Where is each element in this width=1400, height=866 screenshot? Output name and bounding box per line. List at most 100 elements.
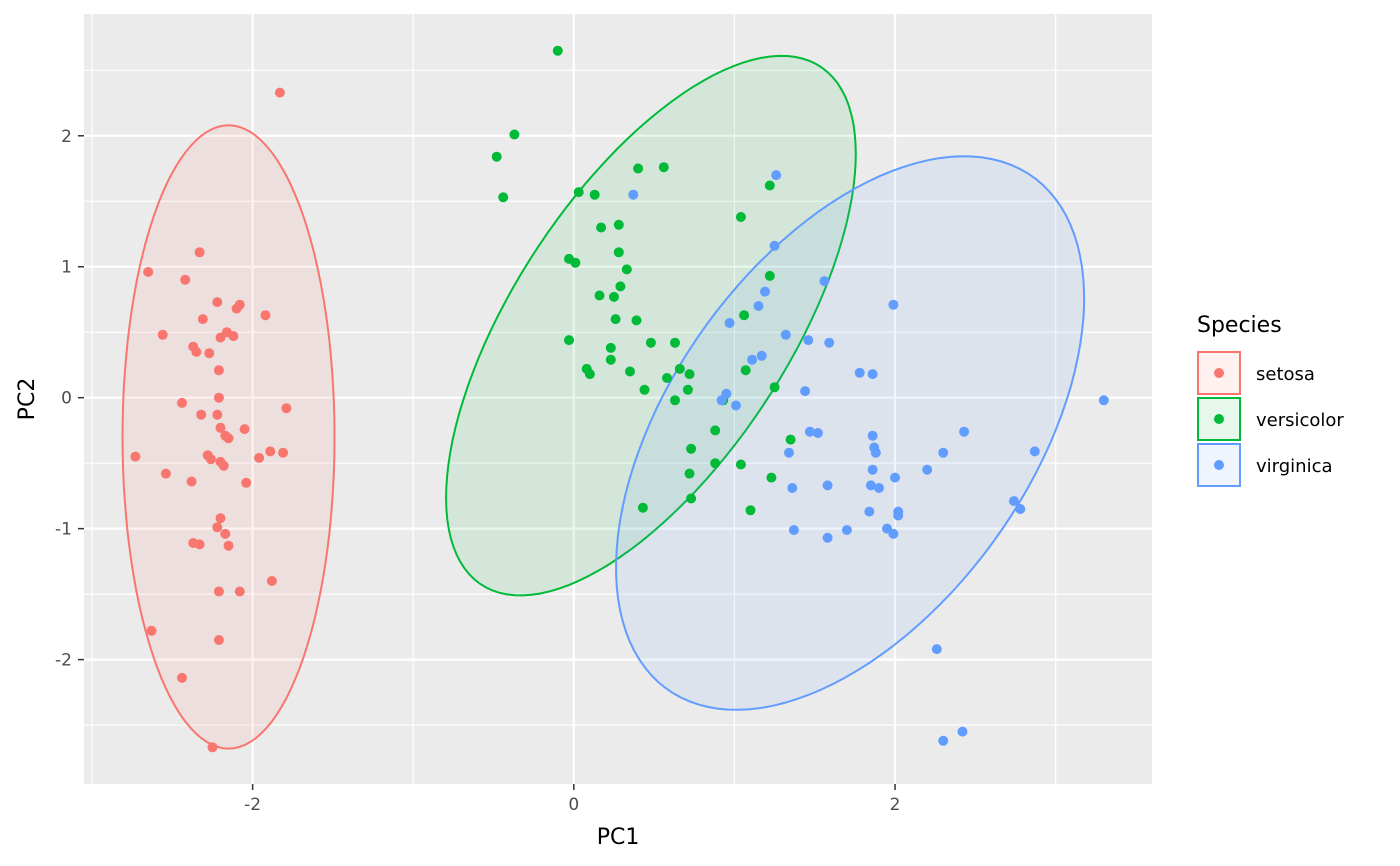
y-tick-label: -1 bbox=[55, 520, 72, 540]
point-setosa bbox=[234, 586, 245, 597]
point-versicolor bbox=[710, 458, 721, 469]
legend-item-versicolor: versicolor bbox=[1197, 397, 1344, 441]
data-points bbox=[130, 45, 1109, 753]
point-setosa bbox=[266, 576, 277, 586]
point-virginica bbox=[760, 286, 770, 297]
point-setosa bbox=[157, 329, 168, 340]
point-versicolor bbox=[594, 290, 605, 301]
point-virginica bbox=[865, 480, 876, 491]
point-virginica bbox=[938, 735, 949, 746]
legend-dot-versicolor bbox=[1214, 414, 1224, 424]
point-virginica bbox=[841, 525, 852, 535]
point-versicolor bbox=[662, 373, 672, 383]
point-versicolor bbox=[552, 45, 563, 56]
point-virginica bbox=[864, 506, 875, 517]
point-setosa bbox=[191, 346, 202, 357]
point-versicolor bbox=[766, 472, 777, 483]
point-versicolor bbox=[613, 247, 624, 258]
point-versicolor bbox=[633, 163, 644, 174]
legend-label-setosa: setosa bbox=[1256, 364, 1315, 385]
point-versicolor bbox=[674, 363, 685, 374]
x-tick-label: 0 bbox=[568, 795, 579, 815]
point-versicolor bbox=[509, 129, 520, 140]
y-tick-label: 0 bbox=[61, 389, 72, 409]
point-setosa bbox=[241, 477, 252, 488]
point-virginica bbox=[812, 428, 823, 438]
point-setosa bbox=[223, 433, 234, 444]
point-virginica bbox=[888, 528, 899, 539]
legend-dot-virginica bbox=[1214, 460, 1224, 470]
point-versicolor bbox=[684, 369, 695, 380]
point-virginica bbox=[803, 335, 814, 346]
point-setosa bbox=[215, 422, 226, 433]
point-versicolor bbox=[596, 222, 607, 233]
point-virginica bbox=[867, 464, 878, 475]
point-virginica bbox=[867, 430, 878, 441]
point-virginica bbox=[731, 400, 741, 411]
point-versicolor bbox=[740, 365, 751, 376]
point-setosa bbox=[213, 635, 224, 645]
point-virginica bbox=[870, 447, 881, 458]
point-versicolor bbox=[631, 315, 642, 326]
point-setosa bbox=[130, 451, 141, 462]
point-versicolor bbox=[605, 354, 616, 365]
point-setosa bbox=[213, 365, 224, 376]
x-axis: -2 0 2 bbox=[244, 784, 900, 815]
point-versicolor bbox=[615, 281, 626, 292]
point-setosa bbox=[228, 331, 239, 342]
point-virginica bbox=[747, 354, 758, 365]
point-versicolor bbox=[573, 187, 584, 198]
legend-title: Species bbox=[1197, 313, 1282, 338]
y-axis-title: PC2 bbox=[15, 378, 40, 421]
point-virginica bbox=[1008, 496, 1019, 507]
point-setosa bbox=[177, 672, 187, 683]
point-setosa bbox=[194, 247, 205, 258]
point-versicolor bbox=[735, 212, 746, 222]
point-versicolor bbox=[684, 468, 695, 479]
point-versicolor bbox=[670, 395, 680, 406]
point-setosa bbox=[180, 274, 191, 285]
point-versicolor bbox=[589, 189, 600, 200]
point-setosa bbox=[278, 447, 289, 458]
point-versicolor bbox=[739, 310, 750, 321]
point-versicolor bbox=[710, 425, 721, 436]
point-setosa bbox=[207, 742, 218, 753]
point-virginica bbox=[1098, 395, 1109, 406]
point-virginica bbox=[931, 644, 942, 655]
point-virginica bbox=[787, 483, 798, 493]
legend-item-setosa: setosa bbox=[1197, 351, 1315, 395]
point-versicolor bbox=[570, 257, 581, 268]
point-versicolor bbox=[645, 337, 656, 348]
point-setosa bbox=[218, 460, 229, 471]
point-setosa bbox=[177, 397, 187, 408]
point-virginica bbox=[784, 447, 794, 458]
point-setosa bbox=[239, 424, 250, 435]
point-virginica bbox=[822, 480, 833, 491]
point-setosa bbox=[220, 528, 231, 539]
point-setosa bbox=[254, 452, 265, 463]
point-setosa bbox=[143, 267, 154, 277]
point-versicolor bbox=[564, 335, 574, 346]
point-virginica bbox=[628, 189, 639, 200]
x-tick-label: 2 bbox=[890, 795, 901, 815]
point-virginica bbox=[888, 299, 899, 310]
legend-item-virginica: virginica bbox=[1197, 443, 1333, 487]
y-tick-label: 2 bbox=[61, 127, 72, 147]
point-setosa bbox=[215, 513, 226, 524]
legend-dot-setosa bbox=[1214, 368, 1224, 378]
x-tick-label: -2 bbox=[244, 795, 261, 815]
point-virginica bbox=[854, 367, 865, 378]
y-axis: -2 -1 0 1 2 bbox=[55, 127, 84, 671]
point-versicolor bbox=[785, 434, 796, 445]
point-versicolor bbox=[605, 342, 616, 353]
legend: Species setosa versicolor virginica bbox=[1197, 313, 1344, 487]
point-virginica bbox=[893, 510, 904, 521]
point-virginica bbox=[716, 395, 727, 406]
point-setosa bbox=[205, 454, 216, 465]
point-setosa bbox=[186, 476, 197, 487]
point-setosa bbox=[223, 540, 234, 551]
legend-label-virginica: virginica bbox=[1256, 456, 1333, 477]
point-versicolor bbox=[610, 314, 621, 325]
point-virginica bbox=[771, 170, 782, 181]
point-versicolor bbox=[639, 384, 650, 395]
